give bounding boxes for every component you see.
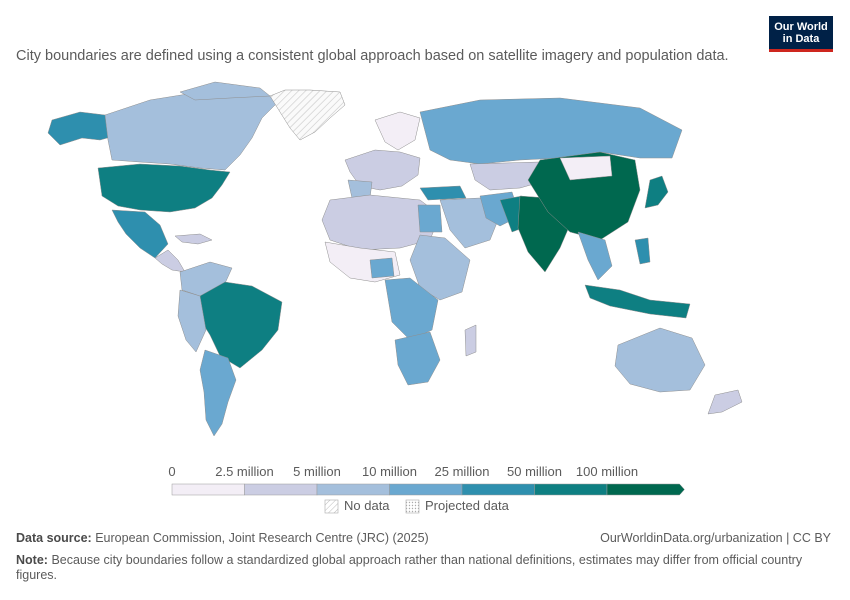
projected-data-label: Projected data (425, 498, 510, 513)
data-source-label: Data source: (16, 531, 92, 545)
scandinavia-region (374, 111, 421, 151)
legend-tick-label: 0 (168, 464, 175, 479)
note-label: Note: (16, 553, 48, 567)
new-zealand-region (707, 389, 743, 415)
australia-region (614, 327, 706, 393)
peru-bolivia-region (177, 289, 207, 353)
legend-bin[interactable] (606, 483, 685, 496)
east-africa-region (409, 234, 471, 301)
legend-tick-label: 50 million (507, 464, 562, 479)
map-legend: 0 2.5 million 5 million 10 million 25 millio… (168, 464, 685, 514)
greenland-region (269, 89, 346, 141)
no-data-legend: No data (324, 498, 390, 514)
philippines-region (634, 237, 651, 265)
legend-bin[interactable] (316, 483, 390, 496)
usa-region (97, 163, 231, 213)
legend-tick-label: 2.5 million (215, 464, 274, 479)
no-data-label: No data (344, 498, 390, 513)
legend-tick-label: 25 million (435, 464, 490, 479)
chart-note: Note: Because city boundaries follow a s… (16, 553, 836, 583)
turkey-region (419, 185, 467, 201)
southeast-asia-region (577, 231, 613, 281)
data-source: Data source: European Commission, Joint … (16, 531, 429, 545)
egypt-region (417, 204, 443, 233)
caribbean-islands (174, 233, 213, 245)
logo-line-1: Our World (774, 21, 828, 33)
legend-bin[interactable] (461, 483, 535, 496)
legend-tick-label: 5 million (293, 464, 341, 479)
madagascar-region (464, 324, 477, 357)
argentina-chile-region (199, 349, 237, 437)
legend-tick-label: 10 million (362, 464, 417, 479)
central-africa-region (384, 277, 439, 341)
data-source-text: European Commission, Joint Research Cent… (95, 531, 429, 545)
legend-bin[interactable] (534, 483, 608, 496)
legend-bin[interactable] (244, 483, 318, 496)
logo-line-2: in Data (782, 33, 820, 45)
legend-bin[interactable] (389, 483, 463, 496)
legend-tick-label: 100 million (576, 464, 638, 479)
japan-region (644, 175, 669, 209)
license-link[interactable]: OurWorldinData.org/urbanization | CC BY (600, 531, 831, 545)
chart-subtitle: City boundaries are defined using a cons… (16, 48, 729, 64)
western-europe-region (344, 149, 421, 191)
southern-africa-region (394, 331, 441, 386)
mongolia-region (559, 155, 613, 181)
mexico-region (111, 209, 169, 259)
owid-logo[interactable]: Our World in Data (769, 16, 833, 52)
world-map (47, 81, 743, 437)
legend-bin[interactable] (171, 483, 245, 496)
indonesia-region (584, 284, 691, 319)
note-text: Because city boundaries follow a standar… (16, 553, 803, 582)
canada-region (104, 89, 281, 171)
projected-data-legend: Projected data (405, 498, 510, 514)
north-africa-region (321, 194, 441, 251)
russia-region (419, 97, 683, 165)
nigeria-region (369, 257, 395, 279)
